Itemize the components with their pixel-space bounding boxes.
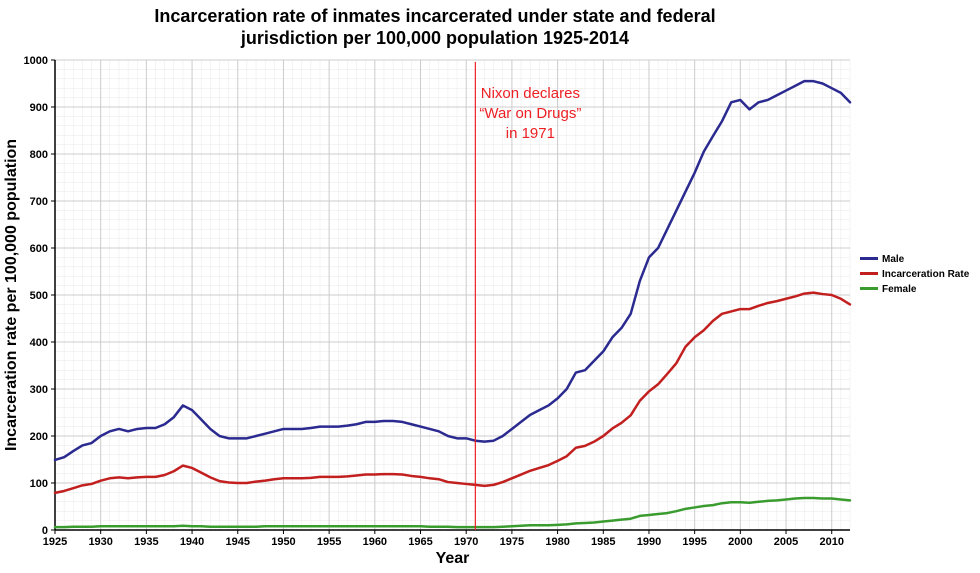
x-tick-label: 1955 xyxy=(317,536,341,548)
x-tick-label: 1960 xyxy=(363,536,387,548)
annotation-text: in 1971 xyxy=(506,125,555,142)
x-tick-label: 1970 xyxy=(454,536,478,548)
x-tick-label: 1975 xyxy=(500,536,524,548)
x-tick-label: 1995 xyxy=(682,536,706,548)
annotation-text: “War on Drugs” xyxy=(479,105,581,122)
y-tick-label: 500 xyxy=(30,290,48,302)
x-tick-label: 2010 xyxy=(819,536,843,548)
x-tick-label: 2005 xyxy=(774,536,798,548)
legend-swatch xyxy=(860,272,878,275)
y-tick-label: 400 xyxy=(30,337,48,349)
x-tick-label: 1935 xyxy=(134,536,158,548)
x-tick-label: 1965 xyxy=(408,536,432,548)
x-tick-label: 1945 xyxy=(226,536,250,548)
y-axis-label: Incarceration rate per 100,000 populatio… xyxy=(3,139,20,451)
x-tick-label: 1930 xyxy=(88,536,112,548)
chart-svg: 0100200300400500600700800900100019251930… xyxy=(0,0,980,573)
y-tick-label: 800 xyxy=(30,149,48,161)
x-tick-label: 1950 xyxy=(271,536,295,548)
annotation-text: Nixon declares xyxy=(481,85,580,102)
y-tick-label: 600 xyxy=(30,243,48,255)
legend-label: Incarceration Rate xyxy=(882,269,970,280)
y-tick-label: 100 xyxy=(30,478,48,490)
y-tick-label: 900 xyxy=(30,102,48,114)
legend-label: Female xyxy=(882,284,917,295)
x-tick-label: 1925 xyxy=(43,536,67,548)
legend-label: Male xyxy=(882,254,905,265)
chart-title-line1: Incarceration rate of inmates incarcerat… xyxy=(154,6,715,26)
y-tick-label: 300 xyxy=(30,384,48,396)
x-axis-label: Year xyxy=(436,550,470,567)
x-tick-label: 2000 xyxy=(728,536,752,548)
x-tick-label: 1985 xyxy=(591,536,615,548)
chart-title-line2: jurisdiction per 100,000 population 1925… xyxy=(240,28,629,48)
legend-swatch xyxy=(860,287,878,290)
y-tick-label: 700 xyxy=(30,196,48,208)
legend-swatch xyxy=(860,257,878,260)
x-tick-label: 1990 xyxy=(637,536,661,548)
x-tick-label: 1980 xyxy=(545,536,569,548)
incarceration-chart: 0100200300400500600700800900100019251930… xyxy=(0,0,980,573)
y-tick-label: 1000 xyxy=(24,55,48,67)
y-tick-label: 200 xyxy=(30,431,48,443)
x-tick-label: 1940 xyxy=(180,536,204,548)
